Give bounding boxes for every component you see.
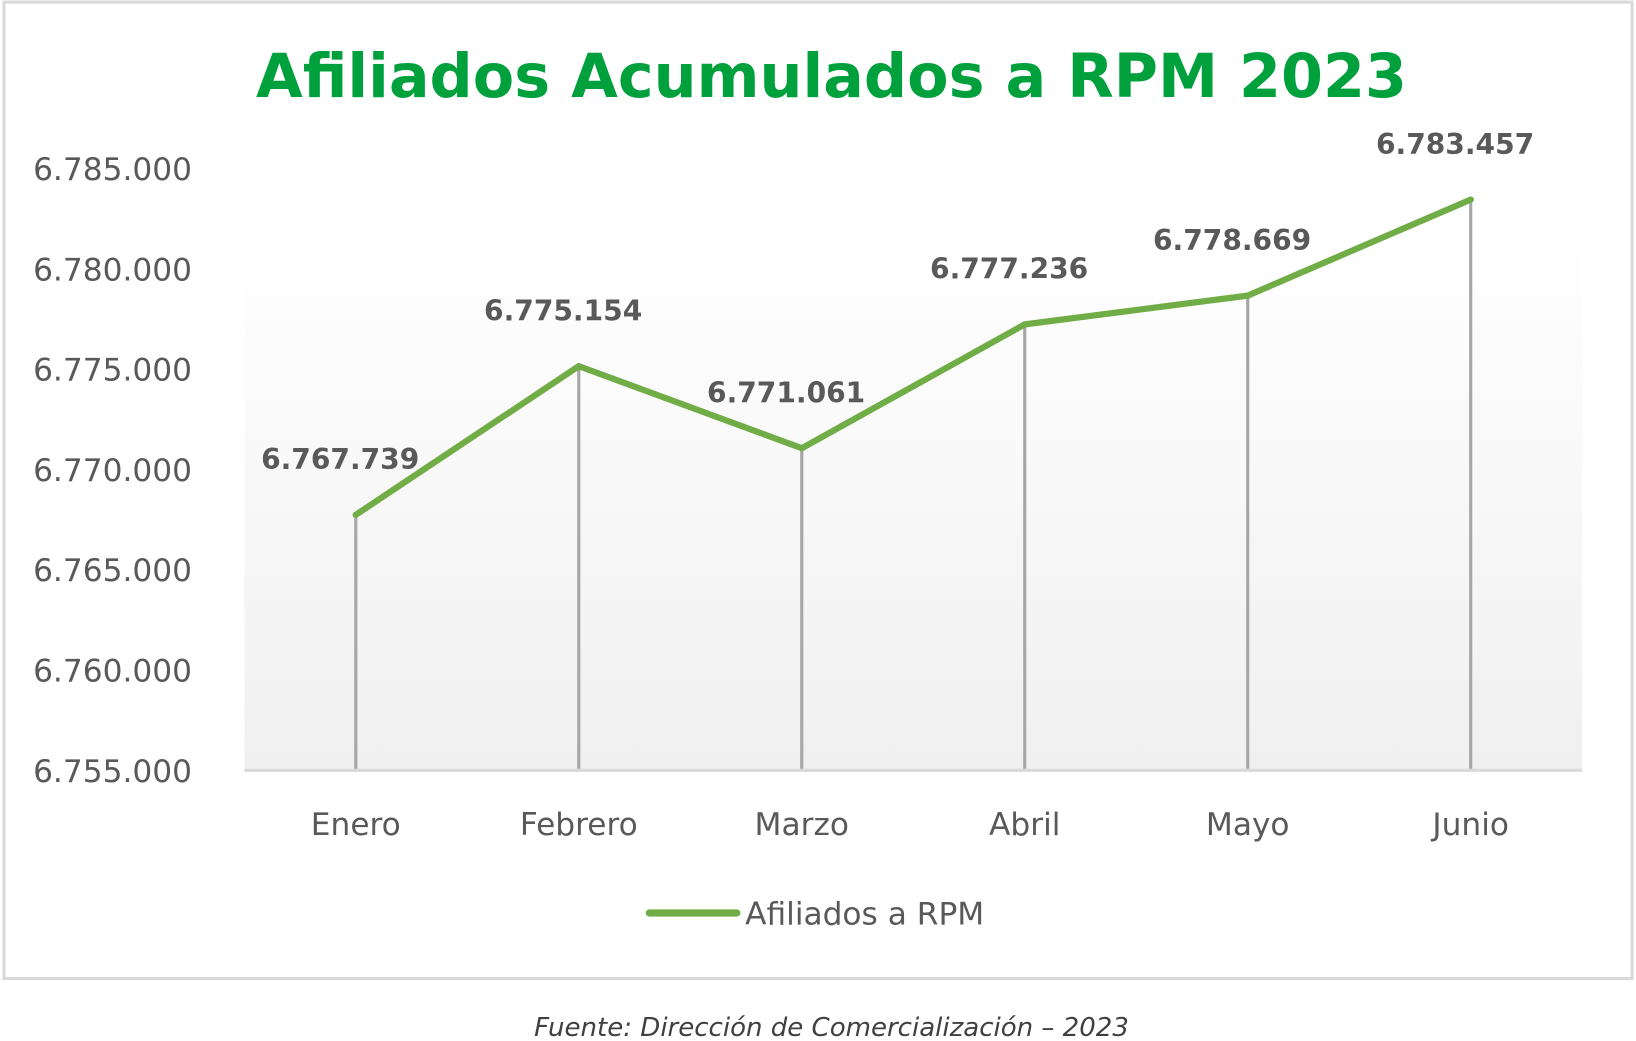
data-label: 6.783.457 [1376,128,1534,161]
y-tick-label: 6.760.000 [33,654,192,690]
data-label: 6.778.669 [1153,224,1311,257]
legend: Afiliados a RPM [645,896,984,932]
y-tick-label: 6.780.000 [33,252,192,288]
x-tick-label: Febrero [520,807,638,843]
data-point [352,511,359,518]
plot-area [244,237,1583,771]
x-tick-label: Abril [989,807,1060,843]
data-point [1467,196,1474,203]
y-tick-label: 6.765.000 [33,553,192,589]
data-label: 6.777.236 [930,253,1088,286]
y-tick-label: 6.770.000 [33,453,192,489]
x-tick-label: Junio [1430,807,1509,843]
data-label: 6.771.061 [707,376,865,409]
data-point [798,445,805,452]
data-point [1244,292,1251,299]
x-tick-label: Mayo [1206,807,1290,843]
data-point [575,362,582,370]
series-line-afiliados-a-rpm [352,196,1474,518]
y-tick-label: 6.755.000 [33,754,192,790]
chart-title: Afiliados Acumulados a RPM 2023 [256,42,1407,112]
x-tick-label: Enero [311,807,401,843]
y-tick-label: 6.775.000 [33,353,192,389]
x-tick-label: Marzo [755,807,849,843]
data-label: 6.775.154 [484,294,642,327]
y-tick-label: 6.785.000 [33,152,192,188]
legend-label: Afiliados a RPM [745,896,984,932]
data-label: 6.767.739 [261,443,419,476]
source-note: Fuente: Dirección de Comercialización – … [534,1013,1129,1041]
data-point [1021,321,1028,328]
